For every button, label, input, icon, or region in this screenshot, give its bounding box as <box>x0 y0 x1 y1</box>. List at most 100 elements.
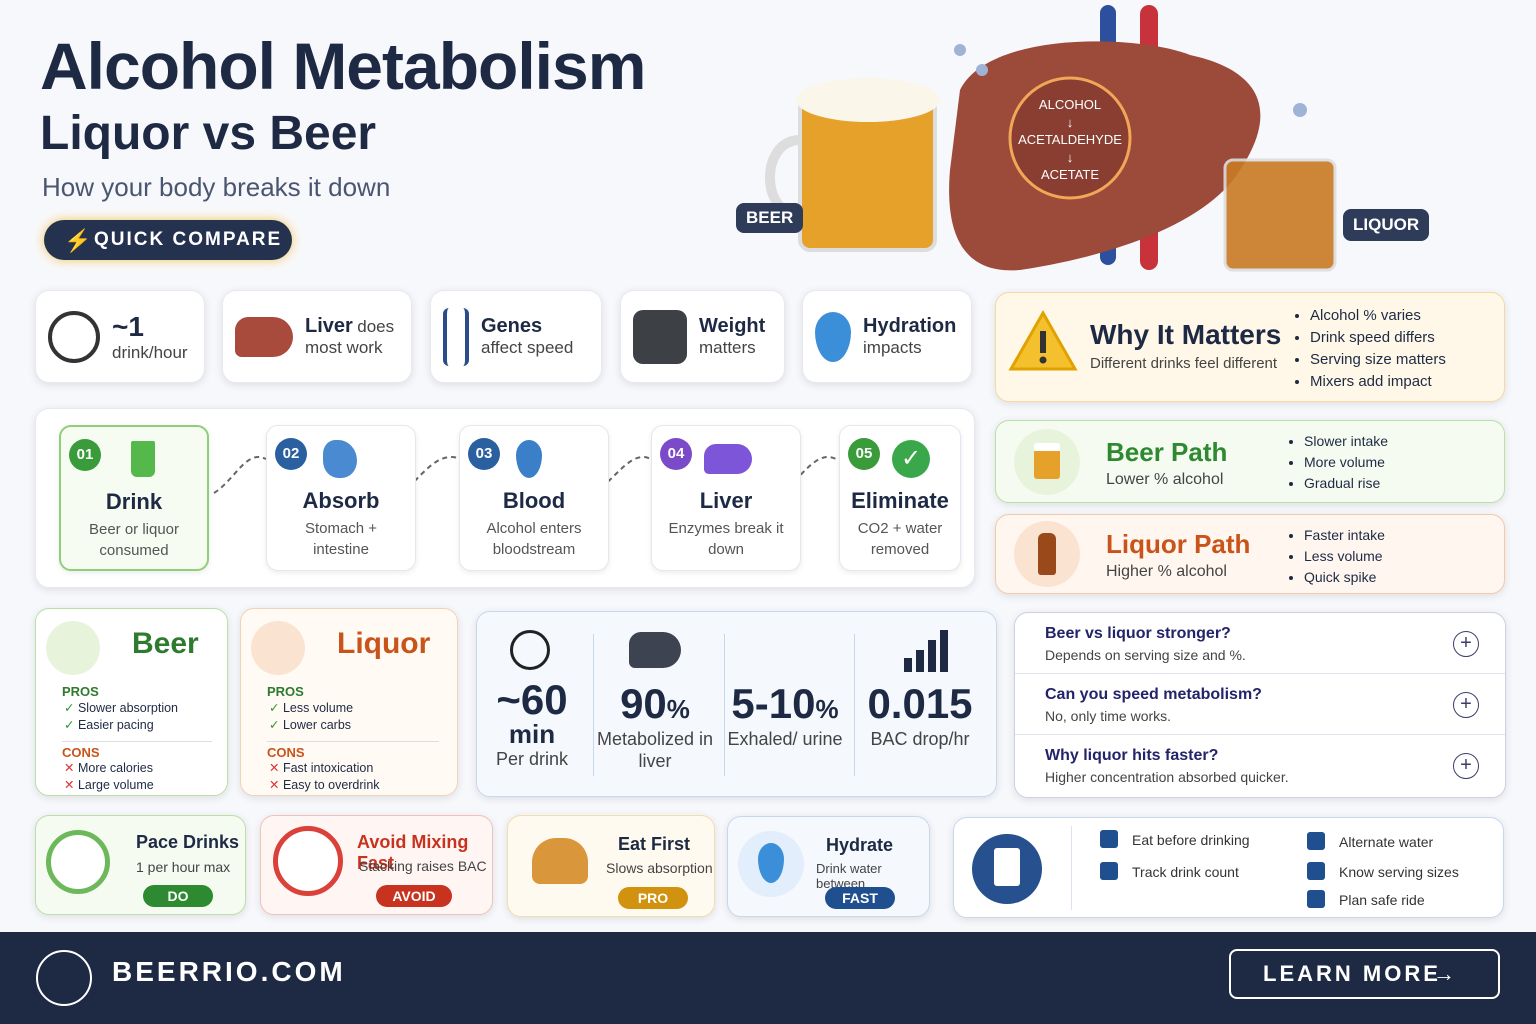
stat: 0.015 BAC drop/hr <box>857 630 983 750</box>
logo <box>36 950 92 1006</box>
con: ✕ Large volume <box>64 778 154 792</box>
faq-panel: Beer vs liquor stronger? Depends on servi… <box>1014 612 1506 798</box>
bullet: Mixers add impact <box>1310 371 1446 393</box>
cons-label: CONS <box>62 745 100 760</box>
liver-step: ACETATE <box>1040 167 1100 182</box>
tip-text: 1 per hour max <box>136 859 231 875</box>
bullet: Alcohol % varies <box>1310 305 1446 327</box>
pro: ✓ Lower carbs <box>269 718 352 732</box>
expand-button[interactable]: + <box>1453 631 1479 657</box>
why-subtitle: Different drinks feel different <box>1090 355 1278 372</box>
arrow: ↓ <box>1066 114 1074 130</box>
stat-number: 90 <box>620 680 667 727</box>
stat: 5-10% Exhaled/ urine <box>722 630 848 750</box>
title: Alcohol Metabolism <box>40 29 646 103</box>
clock-icon <box>46 830 110 894</box>
fact-lead: Weight <box>699 315 766 337</box>
subtitle: Liquor vs Beer <box>40 107 377 160</box>
step-title: Absorb <box>302 488 380 513</box>
bottle-icon <box>251 621 305 675</box>
why-title: Why It Matters <box>1090 319 1282 350</box>
step-card: 05 ✓ Eliminate CO2 + water removed <box>839 425 961 571</box>
step-card: 01 Drink Beer or liquor consumed <box>59 425 209 571</box>
step-text: Enzymes break it down <box>668 520 784 558</box>
clipboard <box>994 848 1020 886</box>
liver-icon <box>704 444 752 474</box>
expand-button[interactable]: + <box>1453 753 1479 779</box>
fact-lead: ~1 <box>112 310 144 342</box>
step-text: Beer or liquor consumed <box>88 521 180 559</box>
arrow: ↓ <box>1066 149 1074 165</box>
faq-item: Can you speed metabolism? No, only time w… <box>1015 674 1505 735</box>
fact-text: impacts <box>863 338 922 357</box>
cta-text: LEARN MORE <box>1263 961 1441 986</box>
comparison-title: Liquor <box>337 627 431 660</box>
step-number: 04 <box>660 438 692 470</box>
tagline: How your body breaks it down <box>42 172 391 202</box>
path-title: Liquor Path <box>1106 529 1251 559</box>
quick-compare-badge[interactable]: QUICK COMPARE <box>44 220 292 260</box>
stat-unit: % <box>666 694 690 724</box>
stat-value: ~60 <box>496 676 568 723</box>
hero-illustration <box>765 5 1337 272</box>
dna-icon <box>443 307 469 366</box>
drop-icon <box>815 311 851 362</box>
drop-icon <box>738 831 804 897</box>
faq-answer: Higher concentration absorbed quicker. <box>1045 769 1289 785</box>
drop-icon <box>516 440 542 478</box>
step-text: Stomach + intestine <box>304 520 378 558</box>
bullet: Less volume <box>1304 546 1385 567</box>
pro: ✓ Less volume <box>269 701 354 715</box>
fact-text: does most work <box>305 317 395 357</box>
stat-unit: % <box>815 694 839 724</box>
check-item: Track drink count <box>1100 862 1239 880</box>
tip-title: Eat First <box>618 834 691 854</box>
clipboard-icon <box>972 834 1042 904</box>
check-item: Eat before drinking <box>1100 830 1250 848</box>
divider <box>62 741 212 742</box>
bottle <box>1038 533 1056 575</box>
check-item: Plan safe ride <box>1307 890 1425 908</box>
liver-icon <box>629 632 681 668</box>
mug <box>1034 443 1060 479</box>
learn-more-button[interactable]: LEARN MORE → <box>1229 949 1500 999</box>
expand-button[interactable]: + <box>1453 692 1479 718</box>
step-number: 02 <box>275 438 307 470</box>
bars-icon <box>904 630 948 672</box>
path-bullets: Slower intakeMore volumeGradual rise <box>1286 431 1388 494</box>
steps-panel: 01 Drink Beer or liquor consumed 02 Absorb S… <box>35 408 975 588</box>
liquor-path-card: Liquor Path Higher % alcohol Faster inta… <box>995 514 1505 594</box>
stat-unit: min <box>508 719 556 749</box>
stat-label: Exhaled/ urine <box>727 729 843 749</box>
step-title: Eliminate <box>851 488 949 513</box>
bullet: Serving size matters <box>1310 349 1446 371</box>
burger-icon <box>532 838 588 884</box>
step-connectors <box>213 456 837 494</box>
tip-title: Pace Drinks <box>136 832 240 852</box>
no-icon <box>273 826 343 896</box>
faq-item: Why liquor hits faster? Higher concentrat… <box>1015 735 1505 796</box>
con-text: Large volume <box>77 778 154 792</box>
check-item: Know serving sizes <box>1307 862 1459 880</box>
tip-card: Avoid Mixing Fast Stacking raises BAC AVOI… <box>260 815 493 915</box>
path-subtitle: Lower % alcohol <box>1106 471 1224 488</box>
stat-value: 5-10% <box>722 680 848 728</box>
pro-text: Easier pacing <box>77 718 154 732</box>
check-item: Alternate water <box>1307 832 1433 850</box>
path-subtitle: Higher % alcohol <box>1106 563 1227 580</box>
beer-label: BEER <box>736 203 804 233</box>
step-text: CO2 + water removed <box>857 520 943 558</box>
con-text: More calories <box>77 761 153 775</box>
step-number: 05 <box>848 438 880 470</box>
faq-item: Beer vs liquor stronger? Depends on servi… <box>1015 613 1505 674</box>
liver-step: ALCOHOL <box>1038 97 1102 112</box>
pros-list: ✓ Slower absorption ✓ Easier pacing <box>64 700 178 734</box>
bolt-icon: ⚡ <box>64 228 92 253</box>
pros-label: PROS <box>267 684 304 699</box>
fact-lead: Genes <box>481 315 543 337</box>
step-card: 04 Liver Enzymes break it down <box>651 425 801 571</box>
checklist-card: Eat before drinking Track drink count Al… <box>953 817 1504 918</box>
stomach-icon <box>323 440 357 478</box>
fact-card: Liver does most work <box>222 290 412 383</box>
